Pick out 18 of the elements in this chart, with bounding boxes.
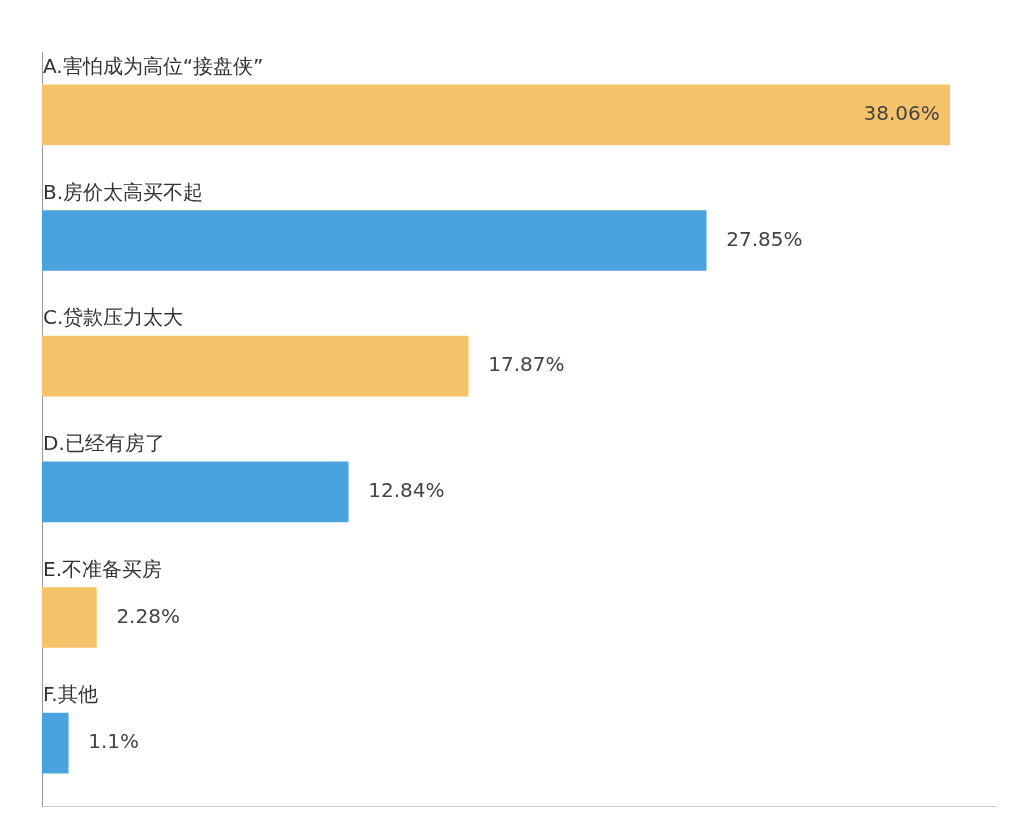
bar — [42, 84, 951, 146]
data-label: 2.28% — [116, 603, 180, 628]
bar — [42, 712, 69, 774]
y-tick-label: E.不准备买房 — [43, 556, 162, 581]
data-label: 12.84% — [368, 478, 445, 503]
bar — [42, 335, 469, 397]
data-label: 17.87% — [488, 352, 565, 377]
data-label: 27.85% — [726, 226, 803, 251]
y-tick-label: B.房价太高买不起 — [43, 179, 204, 204]
y-tick-label: C.贷款压力太大 — [43, 305, 184, 330]
bar — [42, 587, 97, 648]
y-tick-label: F.其他 — [43, 682, 98, 707]
data-label: 1.1% — [88, 729, 140, 754]
data-label: 38.06% — [863, 101, 940, 126]
bar — [42, 210, 707, 271]
bar — [42, 461, 349, 523]
y-tick-label: D.已经有房了 — [43, 430, 165, 455]
y-tick-label: A.害怕成为高位“接盘侠” — [43, 53, 264, 78]
